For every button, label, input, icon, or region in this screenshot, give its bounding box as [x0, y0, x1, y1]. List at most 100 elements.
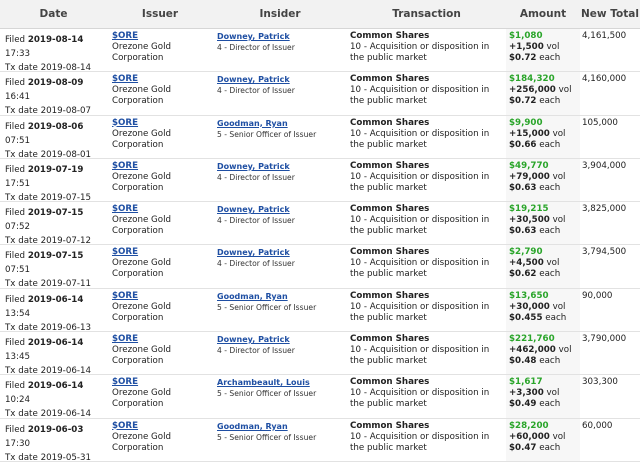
tx-date: 2019-08-01	[40, 149, 92, 158]
issuer-name: Orezone Gold Corporation	[112, 431, 172, 453]
header-insider[interactable]: Insider	[259, 8, 301, 20]
insider-role: 4 - Director of Issuer	[217, 86, 295, 96]
filed-date: 2019-07-19	[27, 164, 84, 175]
tx-date: 2019-08-14	[40, 63, 92, 72]
volume-value: +79,000	[509, 171, 550, 182]
insider-cell: Archambeault, Louis 5 - Senior Officer o…	[213, 375, 347, 417]
filed-date: 2019-08-14	[27, 35, 84, 45]
new-total-value: 3,904,000	[582, 160, 627, 171]
transaction-cell: Common Shares 10 - Acquisition or dispos…	[347, 202, 506, 244]
date-cell: Filed 2019-08-09 16:41 Tx date 2019-08-0…	[0, 72, 107, 114]
new-total-cell: 303,300	[580, 375, 640, 417]
volume-value: +30,000	[509, 301, 550, 312]
insider-role: 5 - Senior Officer of Issuer	[217, 302, 317, 312]
table-row: Filed 2019-08-06 07:51 Tx date 2019-08-0…	[0, 115, 640, 159]
table-row: Filed 2019-06-14 13:45 Tx date 2019-06-1…	[0, 332, 640, 376]
ticker-link[interactable]: $ORE	[112, 204, 139, 215]
filed-label: Filed	[5, 251, 26, 262]
filed-label: Filed	[5, 294, 26, 305]
insider-link[interactable]: Downey, Patrick	[217, 161, 290, 171]
transaction-description: 10 - Acquisition or disposition in the p…	[350, 258, 490, 280]
insider-link[interactable]: Downey, Patrick	[217, 32, 290, 41]
new-total-value: 303,300	[582, 377, 618, 388]
ticker-link[interactable]: $ORE	[112, 160, 139, 171]
price-value: $0.47	[509, 442, 537, 453]
issuer-cell: $ORE Orezone Gold Corporation	[107, 72, 213, 114]
amount-cell: $1,080 +1,500 vol $0.72 each	[506, 29, 580, 72]
header-transaction[interactable]: Transaction	[392, 8, 461, 20]
insider-link[interactable]: Archambeault, Louis	[217, 378, 310, 388]
security-type: Common Shares	[350, 334, 430, 345]
date-cell: Filed 2019-07-15 07:51 Tx date 2019-07-1…	[0, 245, 107, 287]
insider-cell: Downey, Patrick 4 - Director of Issuer	[213, 159, 347, 201]
header-date[interactable]: Date	[39, 8, 68, 20]
insider-link[interactable]: Goodman, Ryan	[217, 118, 288, 128]
issuer-name: Orezone Gold Corporation	[112, 215, 172, 237]
price-value: $0.62	[509, 269, 537, 280]
table-row: Filed 2019-06-14 10:24 Tx date 2019-06-1…	[0, 375, 640, 419]
filed-time: 17:30	[5, 438, 31, 449]
insider-cell: Downey, Patrick 4 - Director of Issuer	[213, 202, 347, 244]
tx-date-label: Tx date	[5, 279, 38, 288]
filed-time: 07:51	[5, 135, 31, 146]
issuer-cell: $ORE Orezone Gold Corporation	[107, 29, 213, 71]
volume-suffix: vol	[546, 42, 560, 52]
table-row: Filed 2019-06-14 13:54 Tx date 2019-06-1…	[0, 288, 640, 333]
security-type: Common Shares	[350, 247, 430, 258]
ticker-link[interactable]: $ORE	[112, 334, 139, 345]
new-total-value: 3,790,000	[582, 334, 627, 345]
volume-suffix: vol	[552, 128, 566, 139]
insider-link[interactable]: Goodman, Ryan	[217, 421, 288, 431]
insider-link[interactable]: Downey, Patrick	[217, 335, 290, 345]
price-suffix: each	[539, 182, 561, 193]
amount-value: $13,650	[509, 290, 549, 301]
new-total-value: 3,794,500	[582, 247, 627, 258]
price-suffix: each	[539, 399, 561, 410]
tx-date: 2019-07-11	[40, 279, 92, 288]
price-value: $0.72	[509, 96, 537, 107]
new-total-cell: 105,000	[580, 116, 640, 158]
header-new-total[interactable]: New Total	[581, 8, 639, 20]
header-issuer[interactable]: Issuer	[141, 8, 179, 20]
tx-date-label: Tx date	[5, 149, 38, 158]
amount-value: $1,080	[509, 31, 543, 41]
header-amount[interactable]: Amount	[519, 8, 567, 20]
security-type: Common Shares	[350, 420, 430, 431]
filed-date: 2019-06-03	[27, 424, 84, 435]
ticker-link[interactable]: $ORE	[112, 117, 139, 128]
price-value: $0.72	[509, 53, 537, 63]
volume-suffix: vol	[558, 85, 572, 96]
table-header: Date Issuer Insider Transaction Amount N…	[0, 0, 640, 29]
insider-cell: Downey, Patrick 4 - Director of Issuer	[213, 245, 347, 287]
amount-value: $1,617	[509, 377, 543, 388]
security-type: Common Shares	[350, 160, 430, 171]
ticker-link[interactable]: $ORE	[112, 377, 139, 388]
amount-value: $49,770	[509, 160, 549, 171]
ticker-link[interactable]: $ORE	[112, 74, 139, 85]
date-cell: Filed 2019-08-14 17:33 Tx date 2019-08-1…	[0, 29, 107, 71]
insider-link[interactable]: Goodman, Ryan	[217, 291, 288, 301]
transaction-cell: Common Shares 10 - Acquisition or dispos…	[347, 72, 506, 114]
ticker-link[interactable]: $ORE	[112, 31, 139, 41]
new-total-cell: 3,825,000	[580, 202, 640, 244]
filed-date: 2019-07-15	[27, 251, 84, 262]
insider-link[interactable]: Downey, Patrick	[217, 248, 290, 258]
tx-date-label: Tx date	[5, 63, 38, 72]
ticker-link[interactable]: $ORE	[112, 420, 139, 431]
transaction-description: 10 - Acquisition or disposition in the p…	[350, 215, 490, 237]
insider-link[interactable]: Downey, Patrick	[217, 205, 290, 215]
issuer-cell: $ORE Orezone Gold Corporation	[107, 116, 213, 158]
filed-date: 2019-06-14	[27, 294, 84, 305]
volume-suffix: vol	[552, 431, 566, 442]
date-cell: Filed 2019-06-03 17:30 Tx date 2019-05-3…	[0, 419, 107, 461]
filed-time: 10:24	[5, 395, 31, 406]
new-total-cell: 90,000	[580, 289, 640, 331]
filed-date: 2019-08-09	[27, 78, 84, 89]
ticker-link[interactable]: $ORE	[112, 290, 139, 301]
insider-link[interactable]: Downey, Patrick	[217, 75, 290, 85]
filed-label: Filed	[5, 164, 26, 175]
volume-suffix: vol	[552, 215, 566, 226]
tx-date: 2019-06-14	[40, 366, 92, 375]
ticker-link[interactable]: $ORE	[112, 247, 139, 258]
volume-value: +15,000	[509, 128, 550, 139]
